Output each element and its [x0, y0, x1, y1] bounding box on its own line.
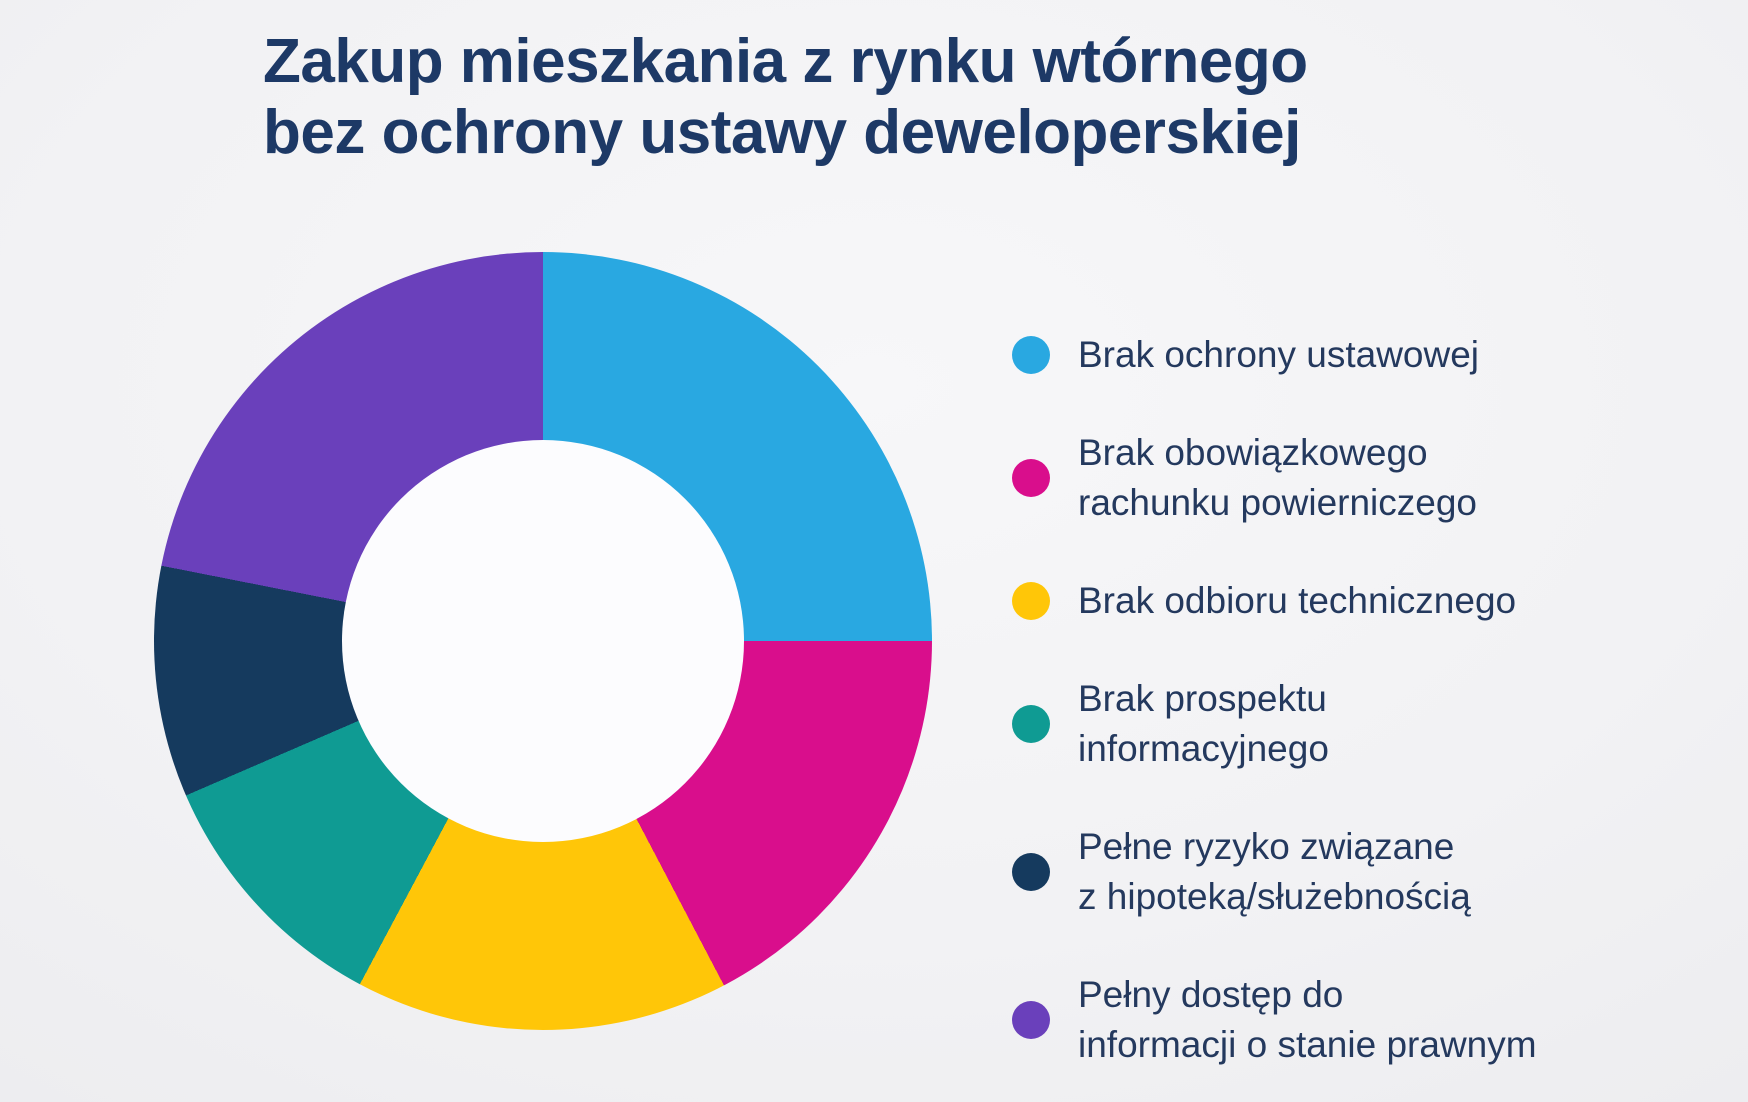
- donut-chart: [154, 252, 932, 1030]
- legend: Brak ochrony ustawowej Brak obowiązkowego…: [1012, 330, 1537, 1070]
- legend-item: Brak obowiązkowego rachunku powierniczego: [1012, 428, 1537, 528]
- legend-dot-icon: [1012, 1001, 1050, 1039]
- chart-title-line1: Zakup mieszkania z rynku wtórnego: [263, 27, 1308, 96]
- legend-dot-icon: [1012, 853, 1050, 891]
- chart-title-line2: bez ochrony ustawy deweloperskiej: [263, 98, 1301, 167]
- legend-item-label: Brak odbioru technicznego: [1078, 580, 1517, 621]
- legend-item: Brak ochrony ustawowej: [1012, 330, 1537, 380]
- legend-item-label: Brak prospektu informacyjnego: [1078, 678, 1329, 769]
- donut-hole: [342, 440, 744, 842]
- legend-dot-icon: [1012, 705, 1050, 743]
- legend-item-label: Pełne ryzyko związane z hipoteką/służebno…: [1078, 826, 1471, 917]
- legend-item: Brak prospektu informacyjnego: [1012, 674, 1537, 774]
- legend-item-label: Brak ochrony ustawowej: [1078, 334, 1480, 375]
- legend-dot-icon: [1012, 336, 1050, 374]
- chart-title: Zakup mieszkania z rynku wtórnego bez och…: [263, 26, 1463, 168]
- legend-dot-icon: [1012, 459, 1050, 497]
- legend-dot-icon: [1012, 582, 1050, 620]
- legend-item-label: Brak obowiązkowego rachunku powierniczego: [1078, 432, 1478, 523]
- legend-item-label: Pełny dostęp do informacji o stanie prawn…: [1078, 974, 1537, 1065]
- legend-item: Pełne ryzyko związane z hipoteką/służebno…: [1012, 822, 1537, 922]
- legend-item: Pełny dostęp do informacji o stanie prawn…: [1012, 970, 1537, 1070]
- legend-item: Brak odbioru technicznego: [1012, 576, 1537, 626]
